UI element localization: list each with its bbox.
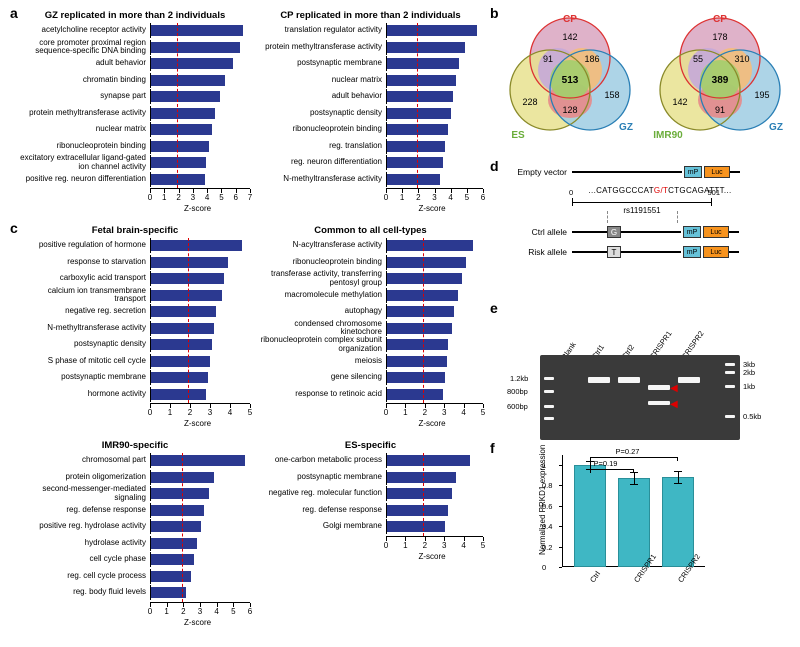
svg-text:389: 389 — [712, 75, 729, 86]
mp-box: mP — [684, 166, 702, 178]
luc-box: Luc — [704, 166, 730, 178]
ladder-label: 0.5kb — [743, 412, 761, 421]
svg-text:195: 195 — [754, 90, 769, 100]
svg-text:142: 142 — [672, 97, 687, 107]
svg-text:GZ: GZ — [769, 122, 783, 133]
panel-e-gel: BlankCtrl1Ctrl2CRISPR1CRISPR2 — [525, 330, 755, 440]
ladder-label: 600bp — [507, 402, 528, 411]
label-d: d — [490, 158, 499, 174]
chart-gz: GZ replicated in more than 2 individuals… — [20, 10, 250, 213]
red-arrow-icon: ◀ — [670, 399, 678, 410]
panel-f-chart: Normalized PRKD1 expression 00.20.40.60.… — [540, 455, 710, 585]
svg-text:513: 513 — [562, 75, 579, 86]
risk-allele-row: Risk allele T mP Luc — [510, 245, 780, 259]
mp-box: mP — [683, 246, 701, 258]
empty-vector-row: Empty vector mP Luc — [510, 165, 780, 179]
ctrl-label: Ctrl allele — [510, 227, 572, 237]
svg-text:CP: CP — [713, 14, 727, 25]
ladder-label: 1kb — [743, 382, 755, 391]
scale-row: 0 501 rs1191551 — [572, 196, 712, 210]
chart-es: ES-specificone-carbon metabolic processp… — [258, 440, 483, 561]
luc-box: Luc — [703, 246, 729, 258]
svg-text:186: 186 — [584, 54, 599, 64]
empty-label: Empty vector — [510, 167, 572, 177]
gel-image: ◀ ◀ — [540, 355, 740, 440]
svg-text:142: 142 — [562, 32, 577, 42]
seq-prefix: ...CATGGCCCAT — [589, 186, 654, 195]
svg-text:91: 91 — [543, 54, 553, 64]
seq-suffix: CTGCAGATTT... — [668, 186, 731, 195]
risk-label: Risk allele — [510, 247, 572, 257]
svg-text:GZ: GZ — [619, 122, 633, 133]
label-f: f — [490, 440, 495, 456]
svg-text:128: 128 — [562, 105, 577, 115]
chart-imr90: IMR90-specificchromosomal partprotein ol… — [20, 440, 250, 627]
mp-box: mP — [683, 226, 701, 238]
figure: a b c d e f GZ replicated in more than 2… — [0, 0, 800, 647]
label-a: a — [10, 5, 18, 21]
venn-imr90: CP IMR90 GZ 178 142 195 55 310 91 389 — [650, 10, 790, 150]
seq-row: ...CATGGCCCATG/TCTGCAGATTT... — [540, 185, 780, 195]
ctrl-allele-row: Ctrl allele G mP Luc — [510, 225, 780, 239]
panel-d-constructs: Empty vector mP Luc ...CATGGCCCATG/TCTGC… — [510, 165, 780, 265]
chart-fetal: Fetal brain-specificpositive regulation … — [20, 225, 250, 428]
svg-text:IMR90: IMR90 — [653, 130, 683, 141]
svg-text:55: 55 — [693, 54, 703, 64]
ladder-label: 800bp — [507, 387, 528, 396]
svg-text:158: 158 — [604, 90, 619, 100]
chart-common: Common to all cell-typesN-acyltransferas… — [258, 225, 483, 428]
label-b: b — [490, 5, 499, 21]
scale-501: 501 — [707, 188, 720, 197]
svg-text:91: 91 — [715, 105, 725, 115]
ladder-label: 2kb — [743, 368, 755, 377]
svg-text:228: 228 — [522, 97, 537, 107]
venn-es: CP ES GZ 142 228 158 91 186 128 513 — [500, 10, 640, 150]
luc-box: Luc — [703, 226, 729, 238]
svg-text:310: 310 — [734, 54, 749, 64]
ctrl-allele-box: G — [607, 226, 621, 238]
svg-text:178: 178 — [712, 32, 727, 42]
label-c: c — [10, 220, 18, 236]
seq-mid: G/T — [654, 186, 668, 195]
svg-text:CP: CP — [563, 14, 577, 25]
ladder-label: 1.2kb — [510, 374, 528, 383]
red-arrow-icon: ◀ — [670, 383, 678, 394]
risk-allele-box: T — [607, 246, 621, 258]
chart-cp: CP replicated in more than 2 individuals… — [258, 10, 483, 213]
scale-0: 0 — [569, 188, 573, 197]
svg-text:ES: ES — [511, 130, 525, 141]
label-e: e — [490, 300, 498, 316]
